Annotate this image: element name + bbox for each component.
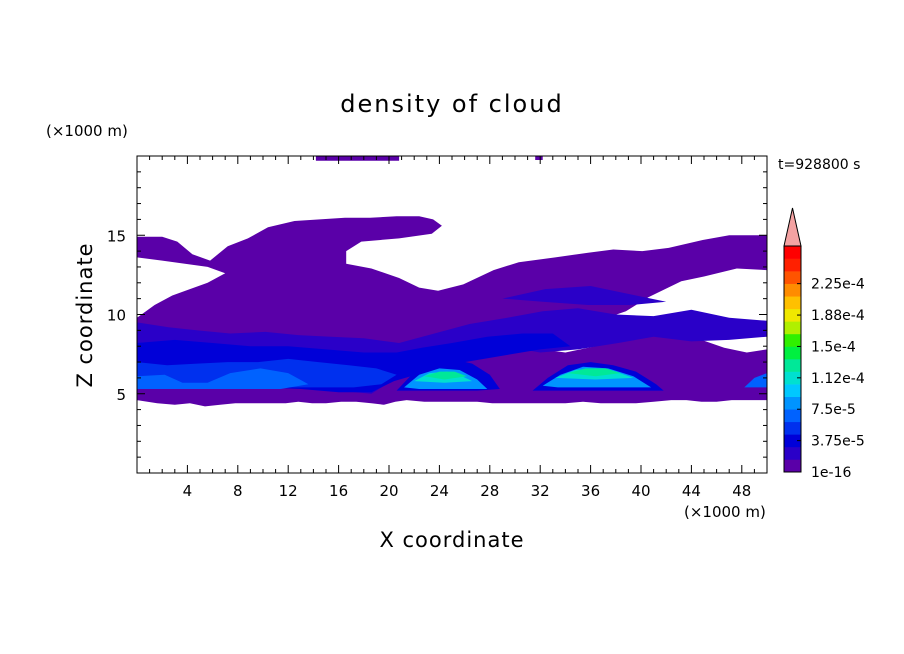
colorbar-swatch [784, 421, 801, 435]
cloud-region-level-0 [535, 156, 543, 160]
colorbar-swatch [784, 371, 801, 385]
x-tick-label: 28 [480, 482, 499, 500]
colorbar-label: 1.12e-4 [811, 371, 865, 387]
cloud-region-level-4 [744, 373, 767, 388]
cloud-region-level-8 [424, 371, 468, 380]
colorbar-swatch [784, 333, 801, 347]
x-tick-label: 4 [183, 482, 193, 500]
x-axis-label: X coordinate [379, 528, 524, 552]
colorbar-swatch [784, 346, 801, 360]
chart-title: density of cloud [340, 90, 563, 118]
colorbar-swatch [784, 283, 801, 297]
colorbar-label: 1.88e-4 [811, 308, 865, 324]
colorbar-swatch [784, 434, 801, 448]
cloud-region-level-0 [315, 156, 400, 161]
colorbar-swatch [784, 271, 801, 284]
time-label: t=928800 s [778, 157, 860, 173]
x-tick-label: 8 [233, 482, 243, 500]
x-tick-label: 12 [279, 482, 298, 500]
colorbar-swatch [784, 446, 801, 460]
contour-regions [137, 156, 767, 407]
colorbar-swatch [784, 246, 801, 259]
colorbar-swatch [784, 296, 801, 310]
colorbar-label: 1.5e-4 [811, 339, 856, 355]
colorbar: 1e-16 3.75e-5 7.5e-5 1.12e-4 1.5e-4 1.88e-4 2.… [783, 207, 865, 481]
x-tick-label: 24 [430, 482, 449, 500]
colorbar-swatch [784, 258, 801, 272]
cloud-region-level-8 [567, 368, 621, 377]
cloud-region-level-4 [137, 368, 309, 389]
colorbar-swatch [784, 359, 801, 372]
x-tick-label: 36 [581, 482, 600, 500]
colorbar-swatch [784, 308, 801, 322]
x-tick-label: 44 [682, 482, 701, 500]
y-tick-label: 10 [107, 307, 126, 325]
colorbar-swatch [784, 409, 801, 423]
cloud-region-level-1 [502, 286, 667, 305]
colorbar-label: 2.25e-4 [811, 277, 865, 293]
y-axis-unit: (×1000 m) [46, 122, 128, 140]
colorbar-label: 7.5e-5 [811, 402, 856, 418]
colorbar-swatch [784, 321, 801, 335]
y-tick-label: 15 [107, 227, 126, 245]
x-tick-label: 20 [379, 482, 398, 500]
colorbar-label: 3.75e-5 [811, 434, 865, 450]
colorbar-swatch [784, 396, 801, 410]
x-tick-label: 40 [631, 482, 650, 500]
x-tick-label: 48 [732, 482, 751, 500]
x-tick-label: 32 [531, 482, 550, 500]
x-axis-unit: (×1000 m) [684, 503, 766, 521]
y-axis-label: Z coordinate [73, 242, 97, 387]
colorbar-swatch [784, 384, 801, 397]
x-tick-label: 16 [329, 482, 348, 500]
y-tick-label: 5 [116, 386, 126, 404]
colorbar-label: 1e-16 [811, 465, 851, 481]
colorbar-swatch [784, 459, 801, 473]
colorbar-extend-arrow [783, 207, 802, 247]
